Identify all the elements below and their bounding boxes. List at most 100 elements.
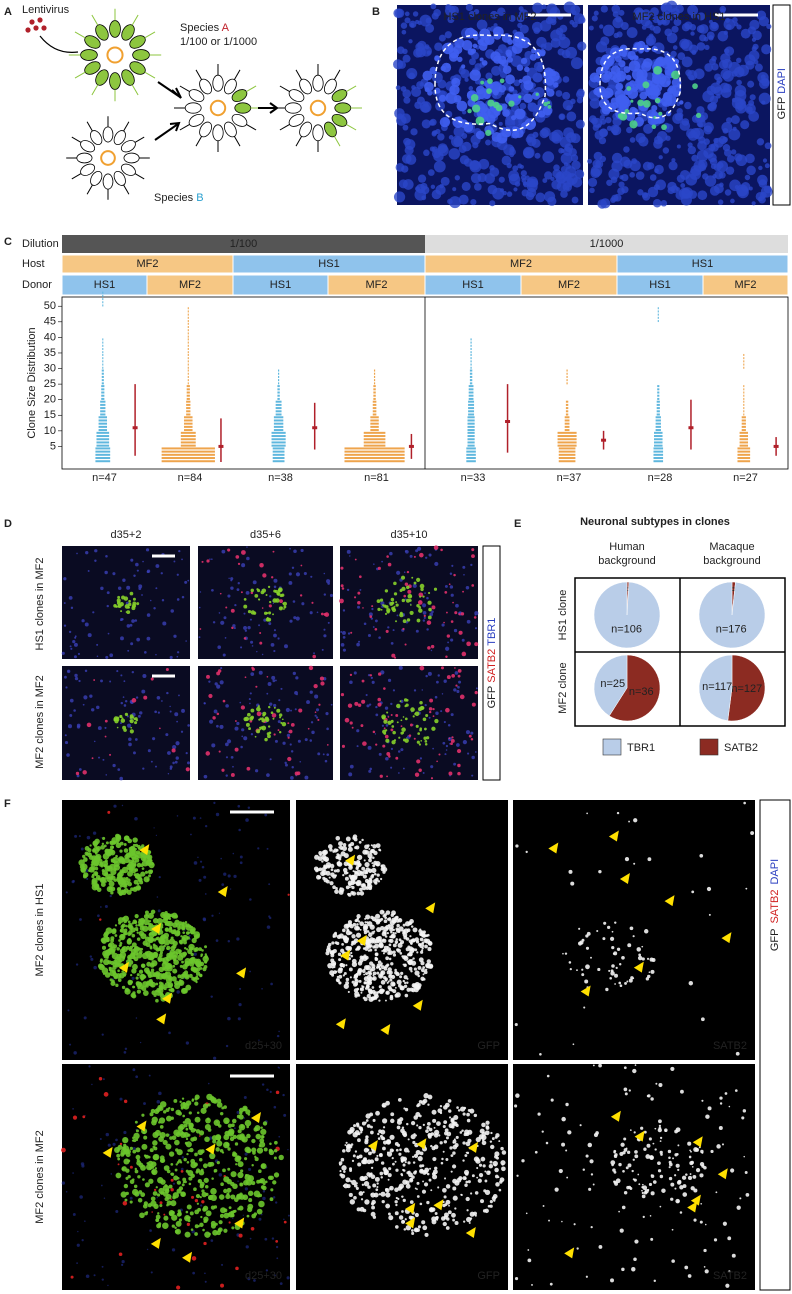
cell (146, 613, 151, 617)
cell (479, 57, 484, 62)
cell (129, 980, 133, 984)
cell (266, 1088, 269, 1092)
cell (401, 29, 407, 35)
cell (212, 621, 216, 624)
cell (189, 1147, 194, 1153)
cell (368, 703, 372, 706)
cell (96, 655, 99, 657)
clone-dash (96, 438, 110, 441)
cell (343, 861, 349, 867)
cell (424, 740, 428, 743)
channel-label: GFP (477, 1040, 500, 1052)
cell (136, 637, 141, 642)
cell (315, 716, 319, 719)
cell (185, 1141, 192, 1148)
cell (719, 82, 730, 93)
clone-dash (739, 435, 749, 438)
cell (564, 952, 568, 955)
cell (563, 127, 574, 139)
cell (273, 633, 277, 638)
cell (393, 935, 396, 938)
clone-dash (363, 438, 386, 441)
cell (307, 727, 310, 730)
cell (273, 1156, 277, 1160)
cell (122, 725, 127, 730)
cell (337, 861, 343, 867)
cell (199, 860, 203, 863)
cell (248, 1198, 253, 1203)
cell (223, 1208, 228, 1213)
cell (716, 160, 729, 173)
cell (387, 967, 392, 972)
cell (373, 563, 375, 565)
cell (427, 947, 432, 952)
cell (285, 763, 288, 767)
cell (211, 743, 216, 748)
cell (227, 874, 231, 878)
cell (121, 881, 127, 888)
clone-dash (657, 397, 660, 400)
clone-dash (180, 438, 196, 441)
cell (195, 971, 201, 976)
cell (544, 171, 553, 180)
cell (184, 1231, 191, 1238)
cell (596, 929, 599, 933)
cell (592, 159, 602, 169)
cell (96, 705, 100, 710)
cell (392, 629, 395, 632)
cell (725, 166, 735, 175)
cell (351, 961, 358, 968)
cell (379, 598, 384, 602)
cell (196, 977, 200, 980)
cell (673, 12, 679, 18)
cell (430, 765, 434, 769)
cell (244, 1152, 248, 1156)
cell (334, 102, 352, 114)
cell (233, 1127, 236, 1130)
cell (115, 973, 122, 979)
cell (72, 1172, 74, 1174)
cell (75, 771, 80, 776)
cell (367, 853, 373, 859)
cell (241, 550, 246, 555)
cell (150, 1161, 157, 1168)
clone-dash (273, 422, 284, 425)
clone-dash (101, 369, 104, 372)
cell (706, 886, 712, 892)
cell (94, 549, 98, 553)
cell (747, 80, 755, 88)
cell (67, 1009, 70, 1012)
clone-dash (741, 416, 746, 419)
cell (471, 554, 475, 559)
cell (658, 111, 663, 116)
clone-dash (654, 438, 663, 441)
cell (84, 669, 88, 673)
mean-mark (132, 426, 138, 430)
host-label: HS1 (318, 258, 339, 270)
cell (429, 612, 434, 617)
cell (228, 1211, 234, 1218)
cell (356, 917, 360, 920)
cell (610, 971, 615, 976)
cell (697, 12, 706, 21)
cell (746, 165, 756, 176)
cell (431, 726, 436, 731)
cell (444, 584, 448, 588)
clone-dash (95, 453, 111, 456)
cell (93, 679, 96, 681)
cell (618, 981, 622, 985)
clone-dash (558, 447, 576, 450)
cell (133, 1138, 137, 1143)
cell (112, 763, 116, 768)
cell (149, 1229, 152, 1232)
cell (268, 915, 271, 918)
cell (209, 719, 214, 724)
cell (377, 607, 381, 612)
clone-dash (370, 419, 379, 422)
clone-dash (373, 369, 376, 372)
cell (723, 48, 730, 54)
cell (371, 862, 374, 865)
cell (748, 100, 755, 107)
cell (99, 918, 102, 921)
cell (239, 861, 243, 865)
